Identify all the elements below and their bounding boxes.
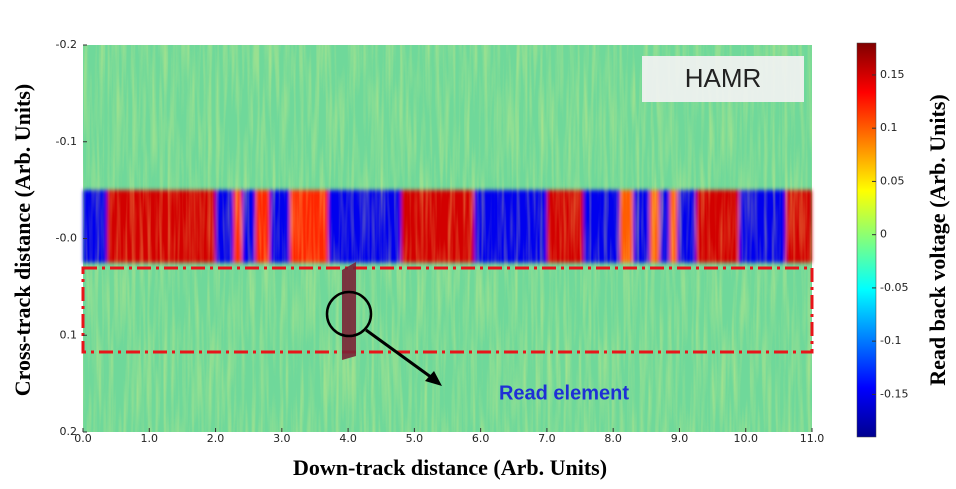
colorbar-tick-label: -0.1 xyxy=(880,334,901,347)
read-element-label: Read element xyxy=(499,382,629,404)
x-tick-label: 7.0 xyxy=(538,432,556,445)
colorbar-tick-label: -0.05 xyxy=(880,281,908,294)
colorbar xyxy=(856,42,877,438)
x-tick-label: 9.0 xyxy=(671,432,689,445)
x-tick-label: 6.0 xyxy=(472,432,490,445)
colorbar-tick-label: 0.1 xyxy=(880,121,898,134)
axes: 0.0 1.0 2.0 3.0 4.0 5.0 6.0 7.0 8.0 9.0 10.0 11.0 -0… xyxy=(56,38,909,445)
x-axis-label: Down-track distance (Arb. Units) xyxy=(293,455,607,480)
label-box xyxy=(642,56,804,102)
read-element xyxy=(342,262,356,360)
x-tick-label: 11.0 xyxy=(800,432,825,445)
noise-texture xyxy=(83,45,812,432)
highlight-circle xyxy=(325,290,373,338)
colorbar-tick-label: 0.05 xyxy=(880,174,905,187)
y-tick-label: -0.0 xyxy=(56,232,77,245)
y-tick-label: -0.2 xyxy=(56,38,77,51)
x-tick-label: 8.0 xyxy=(604,432,622,445)
x-tick-label: 3.0 xyxy=(273,432,291,445)
read-region xyxy=(81,266,814,354)
colorbar-tick-label: 0.15 xyxy=(880,68,905,81)
x-tick-label: 0.0 xyxy=(74,432,92,445)
x-tick-label: 5.0 xyxy=(406,432,424,445)
arrow xyxy=(365,328,436,382)
hamr-label: HAMR xyxy=(685,63,762,93)
x-tick-label: 2.0 xyxy=(207,432,225,445)
y-tick-label: 0.2 xyxy=(60,425,78,438)
colorbar-tick-label: 0 xyxy=(880,228,887,241)
colorbar-tick-label: -0.15 xyxy=(880,387,908,400)
colorbar-label: Read back voltage (Arb. Units) xyxy=(925,94,950,386)
arrow-head xyxy=(425,371,442,386)
x-tick-label: 4.0 xyxy=(339,432,357,445)
x-tick-label: 10.0 xyxy=(733,432,758,445)
y-tick-label: 0.1 xyxy=(60,328,78,341)
y-tick-label: -0.1 xyxy=(56,135,77,148)
x-tick-label: 1.0 xyxy=(141,432,159,445)
y-axis-label: Cross-track distance (Arb. Units) xyxy=(10,84,35,396)
